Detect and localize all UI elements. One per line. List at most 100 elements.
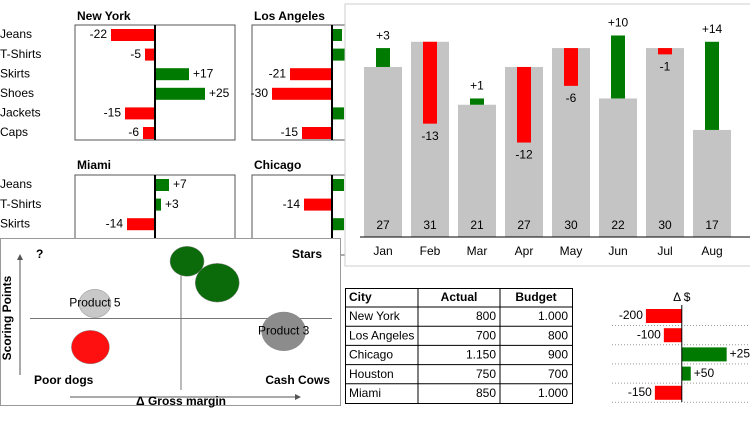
base-label: 27: [517, 218, 531, 232]
x-tick-label: Jan: [373, 244, 392, 258]
value-label: -14: [283, 197, 301, 211]
value-label: -22: [90, 27, 108, 41]
base-bar: [458, 104, 496, 237]
bar: [332, 48, 348, 61]
x-tick-label: Feb: [420, 244, 441, 258]
value-label: +3: [165, 197, 179, 211]
base-label: 27: [376, 218, 390, 232]
bar: [125, 107, 155, 120]
bar: [304, 198, 332, 211]
panel-title: Δ $: [673, 290, 691, 304]
bar: [332, 107, 344, 120]
value-label: -150: [628, 385, 652, 399]
panel-title: New York: [77, 9, 131, 23]
value-label: -100: [637, 327, 661, 341]
bar: [332, 29, 342, 41]
category-label: Shoes: [0, 86, 34, 100]
table-cell: New York: [349, 309, 401, 323]
value-label: -15: [104, 106, 122, 120]
bubble: [71, 330, 110, 365]
bubble-label: Product 3: [258, 324, 310, 338]
delta-bar: [376, 48, 390, 67]
delta-label: -13: [421, 129, 439, 143]
value-label: +50: [694, 366, 715, 380]
base-label: 30: [658, 218, 672, 232]
category-label: Skirts: [0, 66, 30, 80]
base-label: 21: [470, 218, 484, 232]
bar: [332, 218, 344, 231]
bar: [332, 179, 344, 191]
bar: [155, 68, 189, 81]
table-cell: 900: [548, 348, 568, 362]
table-cell: 700: [476, 328, 496, 342]
delta-label: +10: [608, 16, 629, 30]
delta-bar: [470, 98, 484, 105]
quadrant-label: Stars: [292, 247, 322, 261]
panel-title: Chicago: [254, 158, 301, 172]
base-bar: [599, 98, 637, 237]
table-cell: Chicago: [349, 348, 393, 362]
x-tick-label: Mar: [467, 244, 488, 258]
panel-bg: [344, 3, 750, 267]
delta-label: -12: [515, 148, 533, 162]
value-label: +250: [730, 347, 750, 361]
delta-bar: [564, 48, 578, 86]
table-cell: 1.000: [538, 386, 568, 400]
base-bar: [646, 48, 684, 237]
x-tick-label: Jul: [657, 244, 672, 258]
bar: [654, 385, 682, 400]
delta-bar: [423, 41, 437, 124]
table-cell: 850: [476, 386, 496, 400]
category-label: Caps: [0, 125, 28, 139]
bar: [290, 68, 332, 81]
table-header: City: [349, 290, 372, 304]
panel-title: Los Angeles: [254, 9, 325, 23]
table-header: Budget: [515, 290, 556, 304]
y-axis-label: Scoring Points: [0, 275, 14, 360]
delta-label: +3: [376, 28, 390, 42]
value-label: -14: [106, 216, 124, 230]
table-cell: 800: [548, 328, 568, 342]
bar: [302, 127, 332, 139]
x-tick-label: May: [560, 244, 583, 258]
bar: [127, 218, 155, 231]
base-bar: [693, 129, 731, 237]
value-label: +7: [173, 177, 187, 191]
bar: [145, 48, 155, 61]
bubble: [261, 311, 306, 351]
delta-bar: [611, 35, 625, 99]
base-label: 30: [564, 218, 578, 232]
table-cell: Miami: [349, 386, 381, 400]
base-label: 31: [423, 218, 437, 232]
bar: [155, 87, 205, 100]
delta-bar: [517, 66, 531, 143]
x-tick-label: Aug: [701, 244, 722, 258]
bubble-label: Product 5: [69, 296, 121, 310]
quadrant-label: Poor dogs: [34, 373, 94, 387]
value-label: -6: [128, 125, 139, 139]
bubble: [169, 246, 205, 277]
x-tick-label: Apr: [515, 244, 534, 258]
quadrant-label: Cash Cows: [265, 373, 330, 387]
bar: [155, 198, 161, 211]
quadrant-label: ?: [36, 247, 43, 261]
table-cell: 800: [476, 309, 496, 323]
value-label: +17: [193, 66, 214, 80]
delta-label: +1: [470, 79, 484, 93]
delta-label: -1: [660, 60, 671, 74]
bar: [663, 328, 682, 343]
table-header: Actual: [441, 290, 478, 304]
bar: [681, 347, 727, 362]
bar: [155, 179, 169, 191]
value-label: -200: [619, 308, 643, 322]
table-cell: Los Angeles: [349, 328, 414, 342]
category-label: T-Shirts: [0, 197, 41, 211]
category-label: Jeans: [0, 177, 32, 191]
category-label: Jackets: [0, 106, 41, 120]
category-label: Jeans: [0, 27, 32, 41]
table-cell: Houston: [349, 367, 394, 381]
value-label: -5: [130, 47, 141, 61]
bar: [681, 366, 691, 381]
table-cell: 700: [548, 367, 568, 381]
